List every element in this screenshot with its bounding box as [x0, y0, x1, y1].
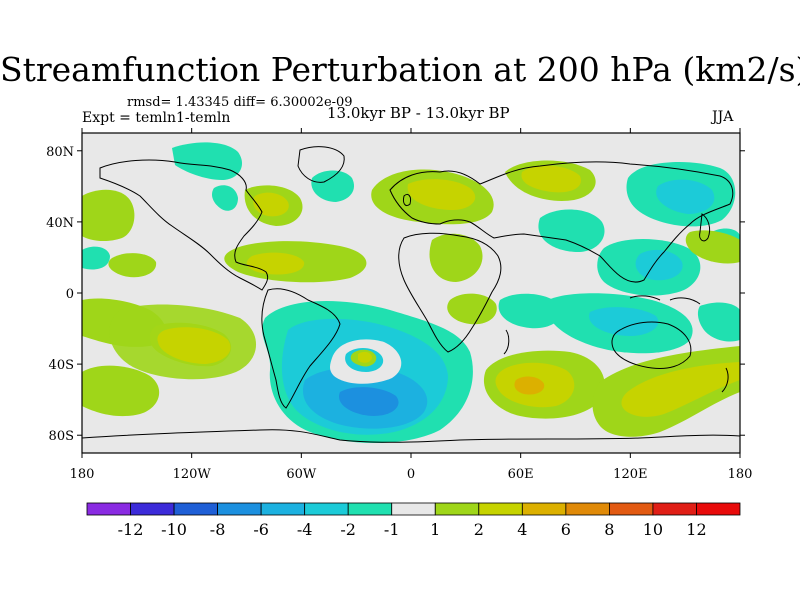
colorbar-label: 12 — [686, 520, 706, 539]
colorbar-swatch — [696, 502, 741, 516]
contour-indian-cyan — [538, 209, 605, 252]
lat-tick-label: 0 — [66, 287, 74, 302]
colorbar-swatch — [565, 502, 610, 516]
season-label: JJA — [712, 109, 734, 125]
colorbar-label: -1 — [384, 520, 400, 539]
coast-new-zealand — [721, 367, 729, 393]
coast-greenland — [297, 146, 345, 183]
contour-w-atlantic-yellow — [253, 192, 289, 217]
chart-title: Streamfunction Perturbation at 200 hPa (… — [0, 50, 800, 89]
contour-n-america-cyan-2 — [212, 185, 238, 211]
coast-north-america — [99, 159, 269, 291]
contour-n-america-cyan — [172, 142, 243, 180]
contour-w-pacific-green — [685, 230, 740, 264]
longitude-axis: 180 120W 60W 0 60E 120E 180 — [70, 128, 753, 482]
contour-s-asia-cyan-dark — [635, 249, 683, 281]
contour-eq-indian-cyan — [498, 293, 562, 329]
colorbar-swatch — [521, 502, 567, 516]
contour-s-indian-orange — [514, 376, 545, 395]
colorbar-swatch — [304, 502, 349, 516]
contour-s-pacific-band-yellow — [621, 362, 740, 417]
contour-nw-pacific-green — [82, 189, 135, 242]
contour-se-pacific-cyan — [697, 302, 740, 342]
coast-south-america — [261, 288, 341, 409]
cases-label: 13.0kyr BP - 13.0kyr BP — [327, 104, 510, 122]
colorbar-label: -10 — [161, 520, 187, 539]
colorbar-swatch — [478, 502, 523, 516]
colorbar-swatch — [652, 502, 697, 516]
lon-tick-label: 180 — [728, 467, 753, 482]
colorbar-label: 10 — [643, 520, 663, 539]
colorbar-label: 4 — [517, 520, 527, 539]
lat-tick-label: 40S — [49, 358, 74, 373]
colorbar-swatch — [86, 502, 131, 516]
colorbar-label: -8 — [210, 520, 226, 539]
coast-australia — [611, 321, 692, 369]
coast-madagascar — [503, 329, 510, 355]
colorbar-label: 2 — [474, 520, 484, 539]
contour-s-atlantic-high-yellow — [358, 351, 372, 363]
contour-e-pacific-cyan — [82, 246, 110, 270]
contour-australia-cyan-core — [589, 307, 659, 336]
coast-antarctica — [82, 429, 740, 443]
contour-eq-atlantic-green — [447, 293, 497, 325]
colorbar: -12 -10 -8 -6 -4 -2 -1 1 2 4 6 8 10 12 — [86, 502, 741, 539]
colorbar-label: -4 — [297, 520, 313, 539]
colorbar-label: -12 — [118, 520, 144, 539]
contour-central-asia-yellow — [521, 165, 581, 193]
contour-field — [82, 142, 740, 444]
lon-tick-label: 60W — [286, 467, 317, 482]
contour-africa-green — [429, 233, 483, 282]
lat-tick-label: 40N — [46, 216, 74, 231]
lon-tick-label: 120W — [173, 467, 212, 482]
contour-e-asia-cyan-dark — [656, 179, 715, 214]
lon-tick-label: 120E — [613, 467, 647, 482]
lon-tick-label: 0 — [407, 467, 415, 482]
stats-text: rmsd= 1.43345 diff= 6.30002e-09 — [127, 95, 353, 110]
colorbar-swatch — [173, 502, 218, 516]
lat-tick-label: 80S — [49, 429, 74, 444]
colorbar-swatch — [217, 502, 262, 516]
coast-africa — [398, 232, 502, 353]
coast-uk — [403, 193, 411, 207]
latitude-axis: 80N 40N 0 40S 80S — [46, 145, 745, 444]
colorbar-label: -2 — [340, 520, 356, 539]
colorbar-label: -6 — [253, 520, 269, 539]
colorbar-swatch — [609, 502, 654, 516]
contour-e-pacific-green — [108, 253, 157, 278]
colorbar-swatch — [391, 502, 436, 516]
coast-japan — [699, 213, 711, 242]
colorbar-label: 8 — [604, 520, 614, 539]
contour-pacific-yellow-core — [157, 327, 231, 364]
contour-sw-pacific-green — [82, 365, 160, 417]
colorbar-swatch — [130, 502, 175, 516]
colorbar-label: 6 — [561, 520, 571, 539]
colorbar-label: 1 — [430, 520, 440, 539]
lon-tick-label: 180 — [70, 467, 95, 482]
coast-indonesia — [629, 295, 701, 305]
coastlines — [82, 146, 740, 443]
colorbar-swatch — [434, 502, 480, 516]
colorbar-swatch — [347, 502, 393, 516]
contour-greenland-cyan — [311, 170, 355, 202]
contour-n-atlantic-yellow — [407, 179, 476, 210]
contour-s-atlantic-blue-core — [338, 387, 399, 416]
lon-tick-label: 60E — [508, 467, 534, 482]
experiment-label: Expt = temln1-temln — [82, 110, 231, 126]
colorbar-swatch — [260, 502, 306, 516]
coast-europe-asia — [389, 161, 734, 283]
lat-tick-label: 80N — [46, 145, 74, 160]
